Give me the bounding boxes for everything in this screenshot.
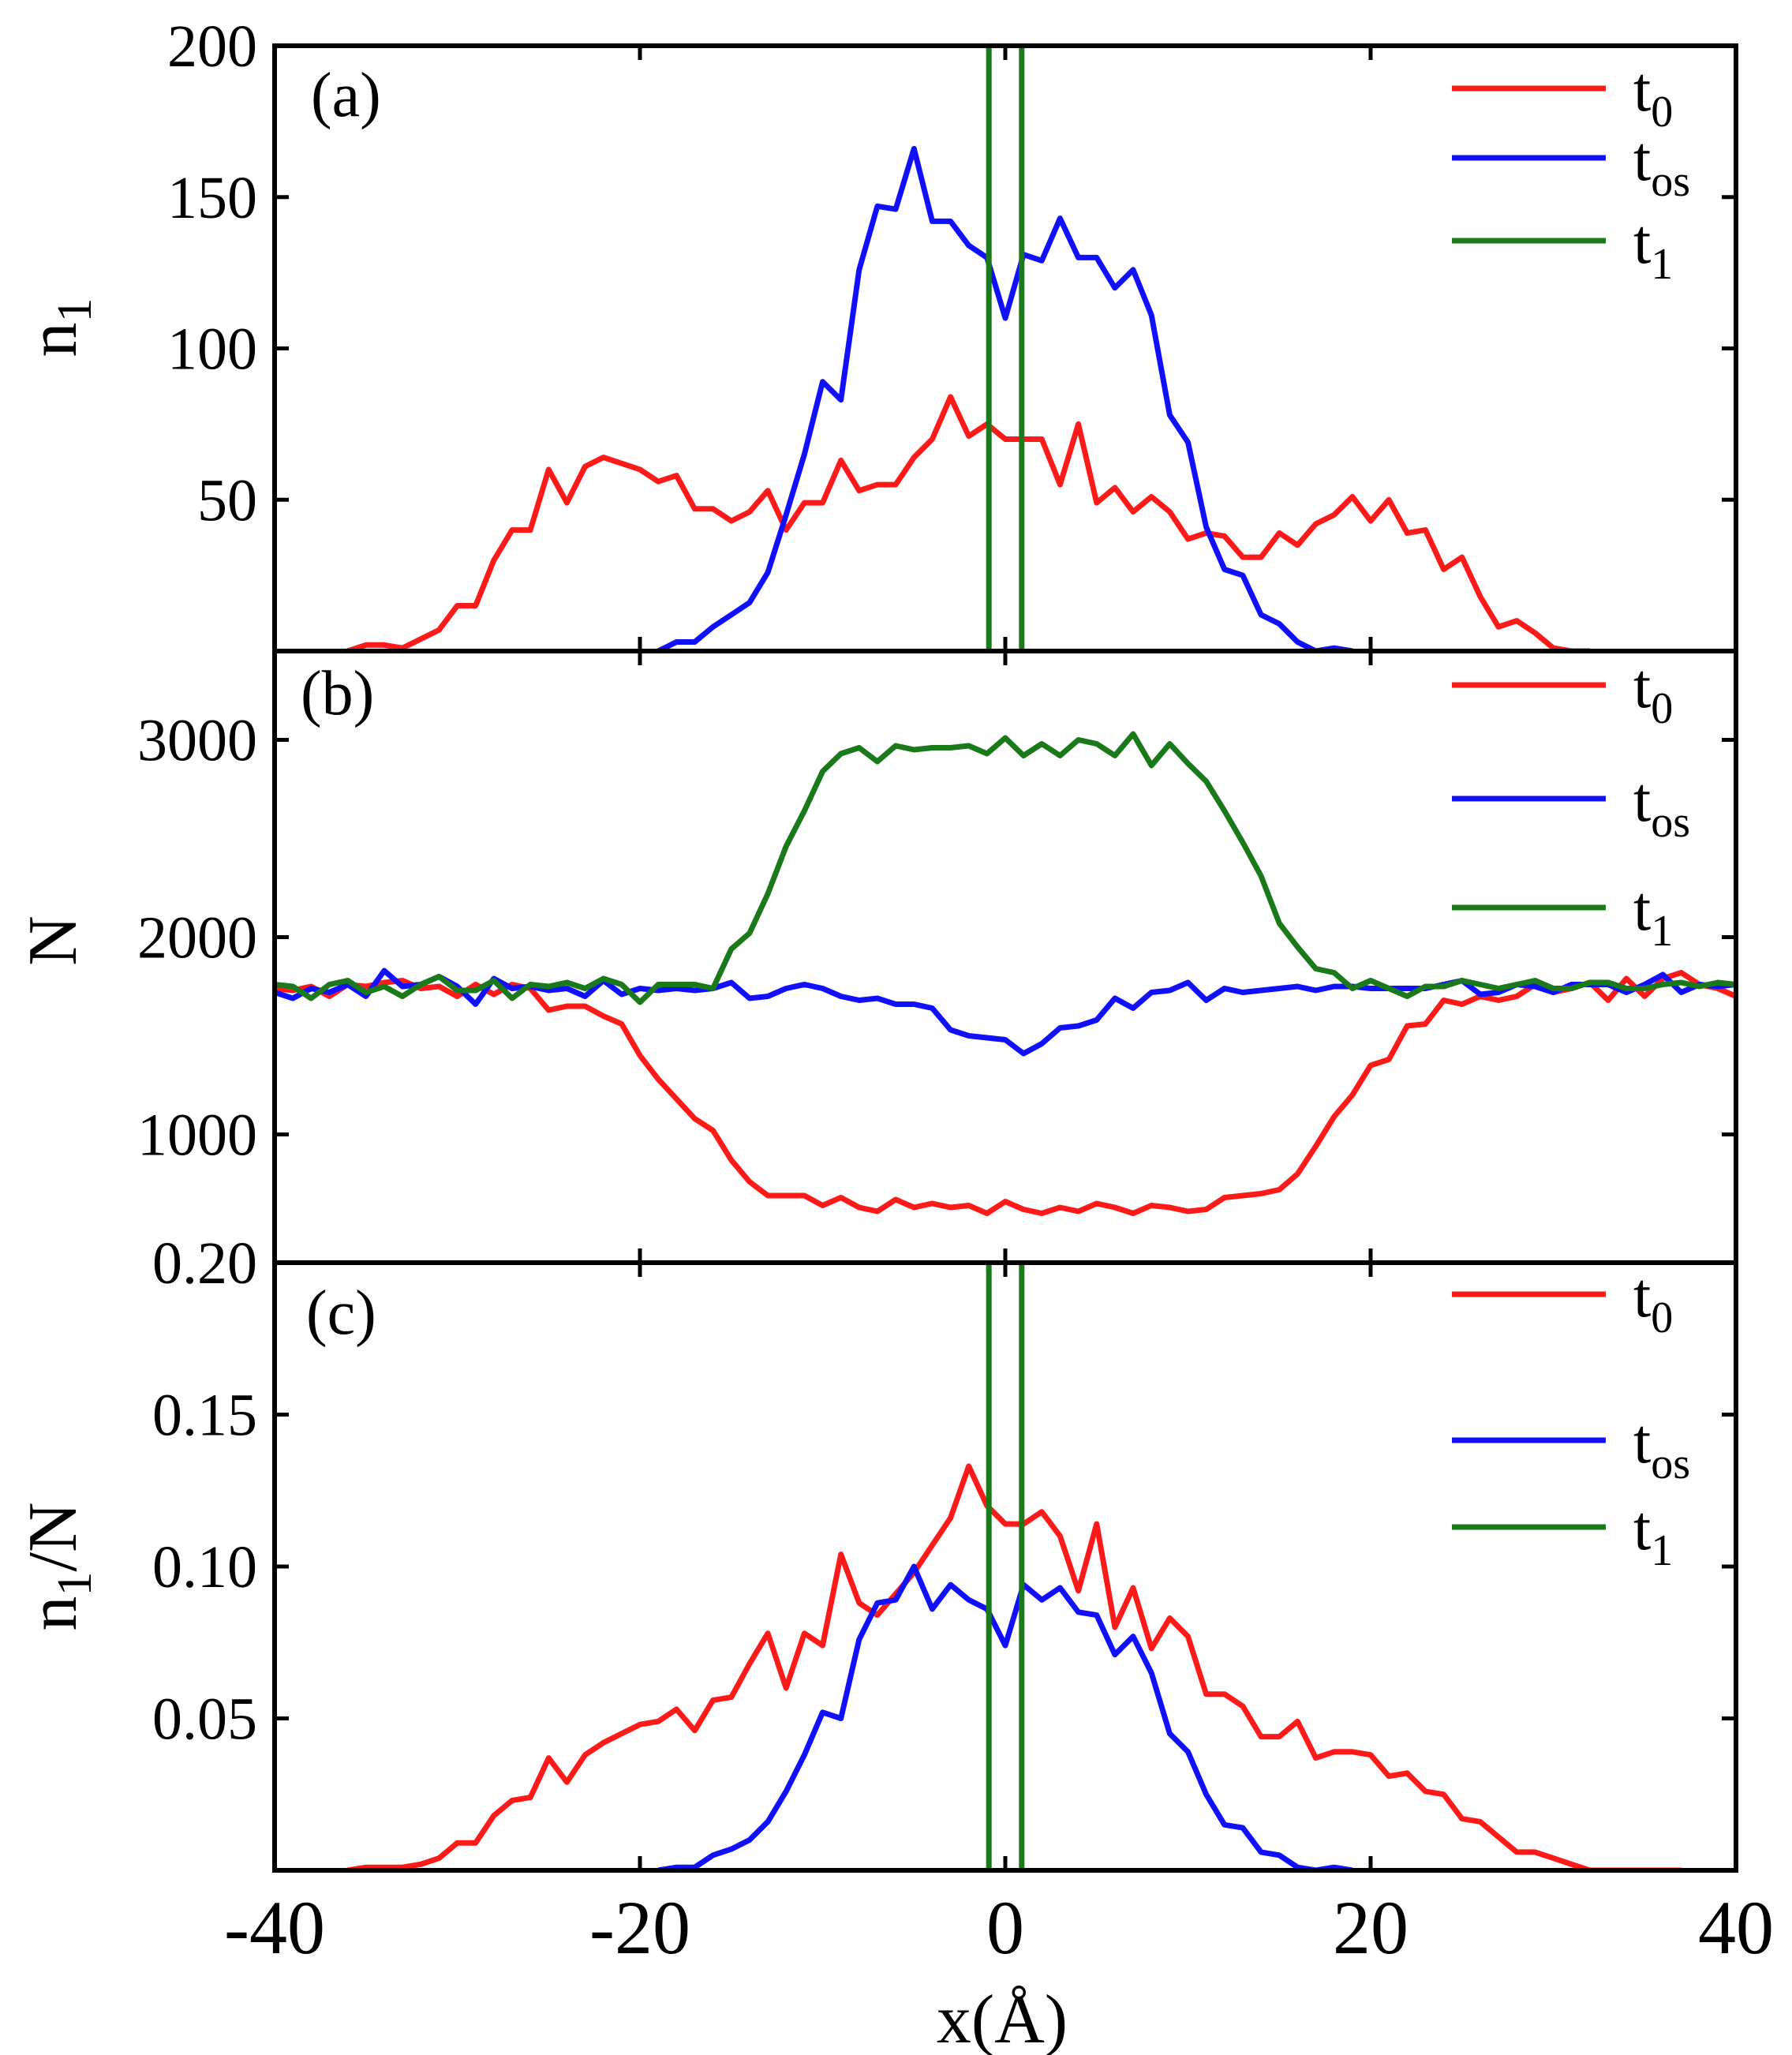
legend-label-t0-b: t0 — [1633, 652, 1673, 733]
legend-sub: 1 — [1651, 907, 1673, 956]
frame-c — [272, 1260, 1738, 1873]
legend-sub: 0 — [1651, 88, 1673, 137]
legend-sub: os — [1651, 157, 1690, 206]
xtick-label: 40 — [1698, 1885, 1774, 1970]
series-t1-line-c — [986, 1263, 1025, 1870]
legend-sub: os — [1651, 1439, 1690, 1488]
ytick-label-a: 150 — [167, 165, 257, 231]
ytick-label-c: 0.15 — [152, 1383, 257, 1449]
legend-main: t — [1633, 1494, 1651, 1563]
ytick-label-c: 0.10 — [152, 1534, 257, 1600]
series-t0-line-a — [346, 394, 1590, 651]
ylabel-a: n1 — [15, 298, 102, 357]
xtick-label: 20 — [1333, 1885, 1409, 1970]
xtick-label: 0 — [986, 1885, 1024, 1970]
legend-label-t1-a: t1 — [1633, 208, 1673, 289]
legend-label-t0-a: t0 — [1633, 55, 1673, 137]
xtick-label: -20 — [589, 1885, 690, 1970]
legend-main: t — [1633, 208, 1651, 277]
ytick-label-a: 200 — [167, 13, 257, 80]
ylabel-c: n1/N — [15, 1503, 102, 1631]
ylabel-a-sub: 1 — [48, 298, 102, 323]
legend-label-tos-b: tos — [1633, 765, 1690, 847]
legend-main: t — [1633, 125, 1651, 194]
ytick-label-b: 1000 — [137, 1102, 257, 1169]
ytick-label-b: 2000 — [137, 905, 257, 971]
ytick-label-a: 100 — [167, 316, 257, 383]
x-axis-title: x(Å) — [937, 1982, 1068, 2055]
panel-tag-b: (b) — [301, 659, 374, 728]
series-tos-line-c — [657, 1563, 1353, 1870]
ylabel-c-sub: 1 — [48, 1572, 102, 1596]
legend-label-t1-b: t1 — [1633, 874, 1673, 956]
ylabel-b-main: N — [15, 915, 92, 966]
xtick-label: -40 — [224, 1885, 325, 1970]
frame-b — [272, 649, 1738, 1265]
legend-sub: 1 — [1651, 240, 1673, 289]
ylabel-c-rest: /N — [15, 1503, 92, 1572]
series-t0-line-b — [275, 970, 1736, 1216]
legend-label-t0-c: t0 — [1633, 1261, 1673, 1342]
series-tos-line-a — [657, 145, 1353, 651]
legend-label-tos-a: tos — [1633, 125, 1690, 206]
series-t1-line-b — [275, 731, 1736, 1005]
legend-sub: 0 — [1651, 684, 1673, 733]
ylabel-a-main: n — [15, 323, 92, 357]
legend-sub: 0 — [1651, 1293, 1673, 1342]
ytick-label-b: 3000 — [137, 708, 257, 774]
x-axis: x(Å) -40 -20 0 20 40 — [224, 1885, 1774, 2055]
legend-main: t — [1633, 55, 1651, 125]
legend-main: t — [1633, 765, 1651, 835]
legend-main: t — [1633, 1407, 1651, 1477]
legend-main: t — [1633, 1261, 1651, 1331]
legend-label-t1-c: t1 — [1633, 1494, 1673, 1575]
series-t1-line-a — [986, 46, 1025, 651]
series-tos-line-b — [275, 968, 1736, 1057]
ytick-label-c: 0.20 — [152, 1230, 257, 1297]
legend-main: t — [1633, 652, 1651, 721]
panel-tag-c: (c) — [306, 1278, 376, 1348]
ylabel-b: N — [15, 915, 92, 966]
panel-tag-a: (a) — [311, 61, 381, 130]
legend-sub: 1 — [1651, 1526, 1673, 1575]
legend-label-tos-c: tos — [1633, 1407, 1690, 1488]
ytick-label-c: 0.05 — [152, 1686, 257, 1753]
series-t0-line-c — [347, 1463, 1682, 1870]
ytick-label-a: 50 — [197, 467, 257, 533]
legend-sub: os — [1651, 798, 1690, 847]
legend-main: t — [1633, 874, 1651, 944]
ylabel-c-main: n — [15, 1596, 92, 1631]
